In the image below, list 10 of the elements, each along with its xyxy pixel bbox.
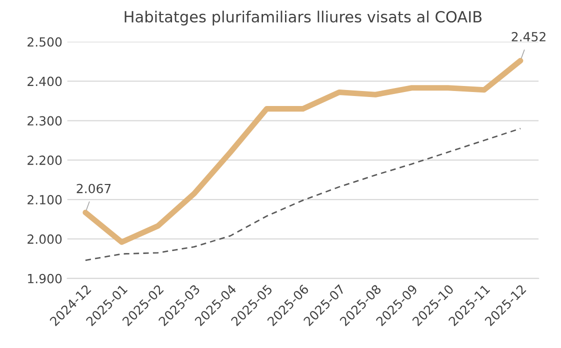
y-tick-label: 2.500 xyxy=(28,37,62,47)
y-tick-label: 2.300 xyxy=(28,116,62,126)
y-tick-label: 1.900 xyxy=(28,274,62,284)
y-tick-label: 2.200 xyxy=(28,156,62,166)
chart-title: Habitatges plurifamiliars lliures visats al COAIB xyxy=(124,10,482,26)
y-tick-label: 2.100 xyxy=(28,194,62,204)
y-tick-label: 2.400 xyxy=(28,76,62,86)
data-label: 2.067 xyxy=(76,184,111,194)
y-tick-label: 2.000 xyxy=(28,234,62,244)
data-label: 2.452 xyxy=(512,32,546,42)
